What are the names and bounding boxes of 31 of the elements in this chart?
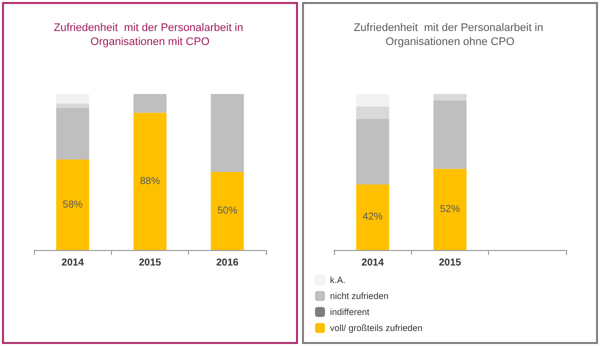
bar (56, 94, 90, 104)
x-tick-label: 2014 (362, 258, 384, 268)
bar (56, 108, 90, 160)
x-tick-label: 2015 (138, 258, 162, 268)
data-label: 52% (440, 204, 460, 215)
legend-label: k.A. (330, 275, 346, 285)
legend-label: indifferent (330, 307, 370, 317)
bar (134, 94, 166, 113)
x-tick-label: 2014 (62, 258, 84, 268)
data-label: 42% (362, 212, 383, 223)
bar (210, 172, 244, 250)
bar (134, 112, 166, 250)
legend-label: voll/ großteils zufrieden (330, 323, 423, 333)
bar (434, 94, 466, 100)
bar (434, 100, 466, 169)
bar (356, 118, 390, 184)
bar (434, 168, 466, 250)
bar (356, 106, 390, 119)
bar (210, 94, 244, 172)
x-tick-label: 2016 (216, 258, 239, 268)
bar (56, 103, 90, 108)
chart-title: Zufriedenheit mit der Personalarbeit in Organisationen mit CPO (54, 22, 246, 48)
data-label: 58% (62, 199, 83, 210)
chart-title: Zufriedenheit mit der Personalarbeit in Organisationen ohne CPO (354, 22, 546, 48)
bar (56, 160, 90, 250)
data-label: 50% (217, 206, 238, 216)
bar (356, 94, 390, 106)
x-tick-label: 2015 (438, 258, 462, 268)
legend-label: nicht zufrieden (330, 291, 389, 301)
bar (356, 184, 390, 250)
data-label: 88% (140, 176, 160, 187)
